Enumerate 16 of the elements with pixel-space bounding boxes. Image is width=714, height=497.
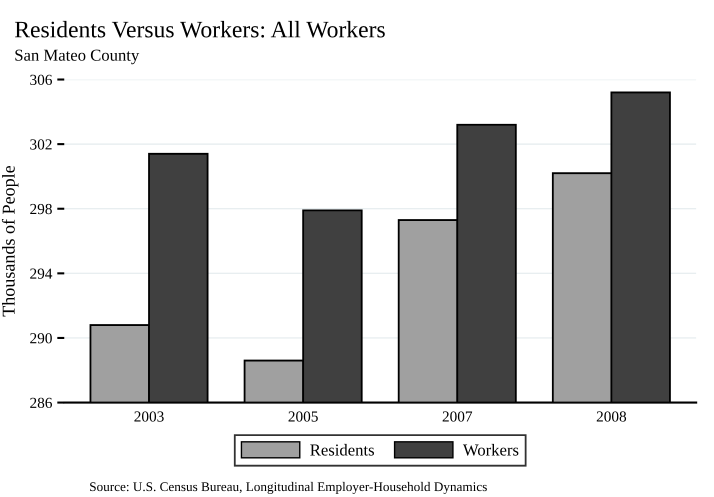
x-tick-label: 2003 [134, 411, 164, 422]
y-tick-label: 306 [30, 74, 52, 85]
y-tick-label: 298 [30, 204, 52, 214]
x-tick-label: 2005 [288, 411, 318, 422]
legend-label: Workers [462, 444, 518, 456]
source-note: Source: U.S. Census Bureau, Longitudinal Employer-Household Dynamics [90, 482, 487, 494]
y-tick-label: 302 [30, 139, 52, 150]
y-axis-title: Thousands of People [2, 166, 18, 316]
x-tick-label: 2008 [596, 411, 626, 422]
legend-label: Residents [310, 444, 374, 456]
y-tick-label: 290 [30, 333, 52, 344]
y-tick-label: 294 [30, 268, 52, 279]
chart-title: Residents Versus Workers: All Workers [14, 20, 385, 38]
chart-subtitle: San Mateo County [15, 50, 140, 64]
y-tick-label: 286 [30, 398, 52, 408]
x-tick-label: 2007 [442, 411, 472, 422]
